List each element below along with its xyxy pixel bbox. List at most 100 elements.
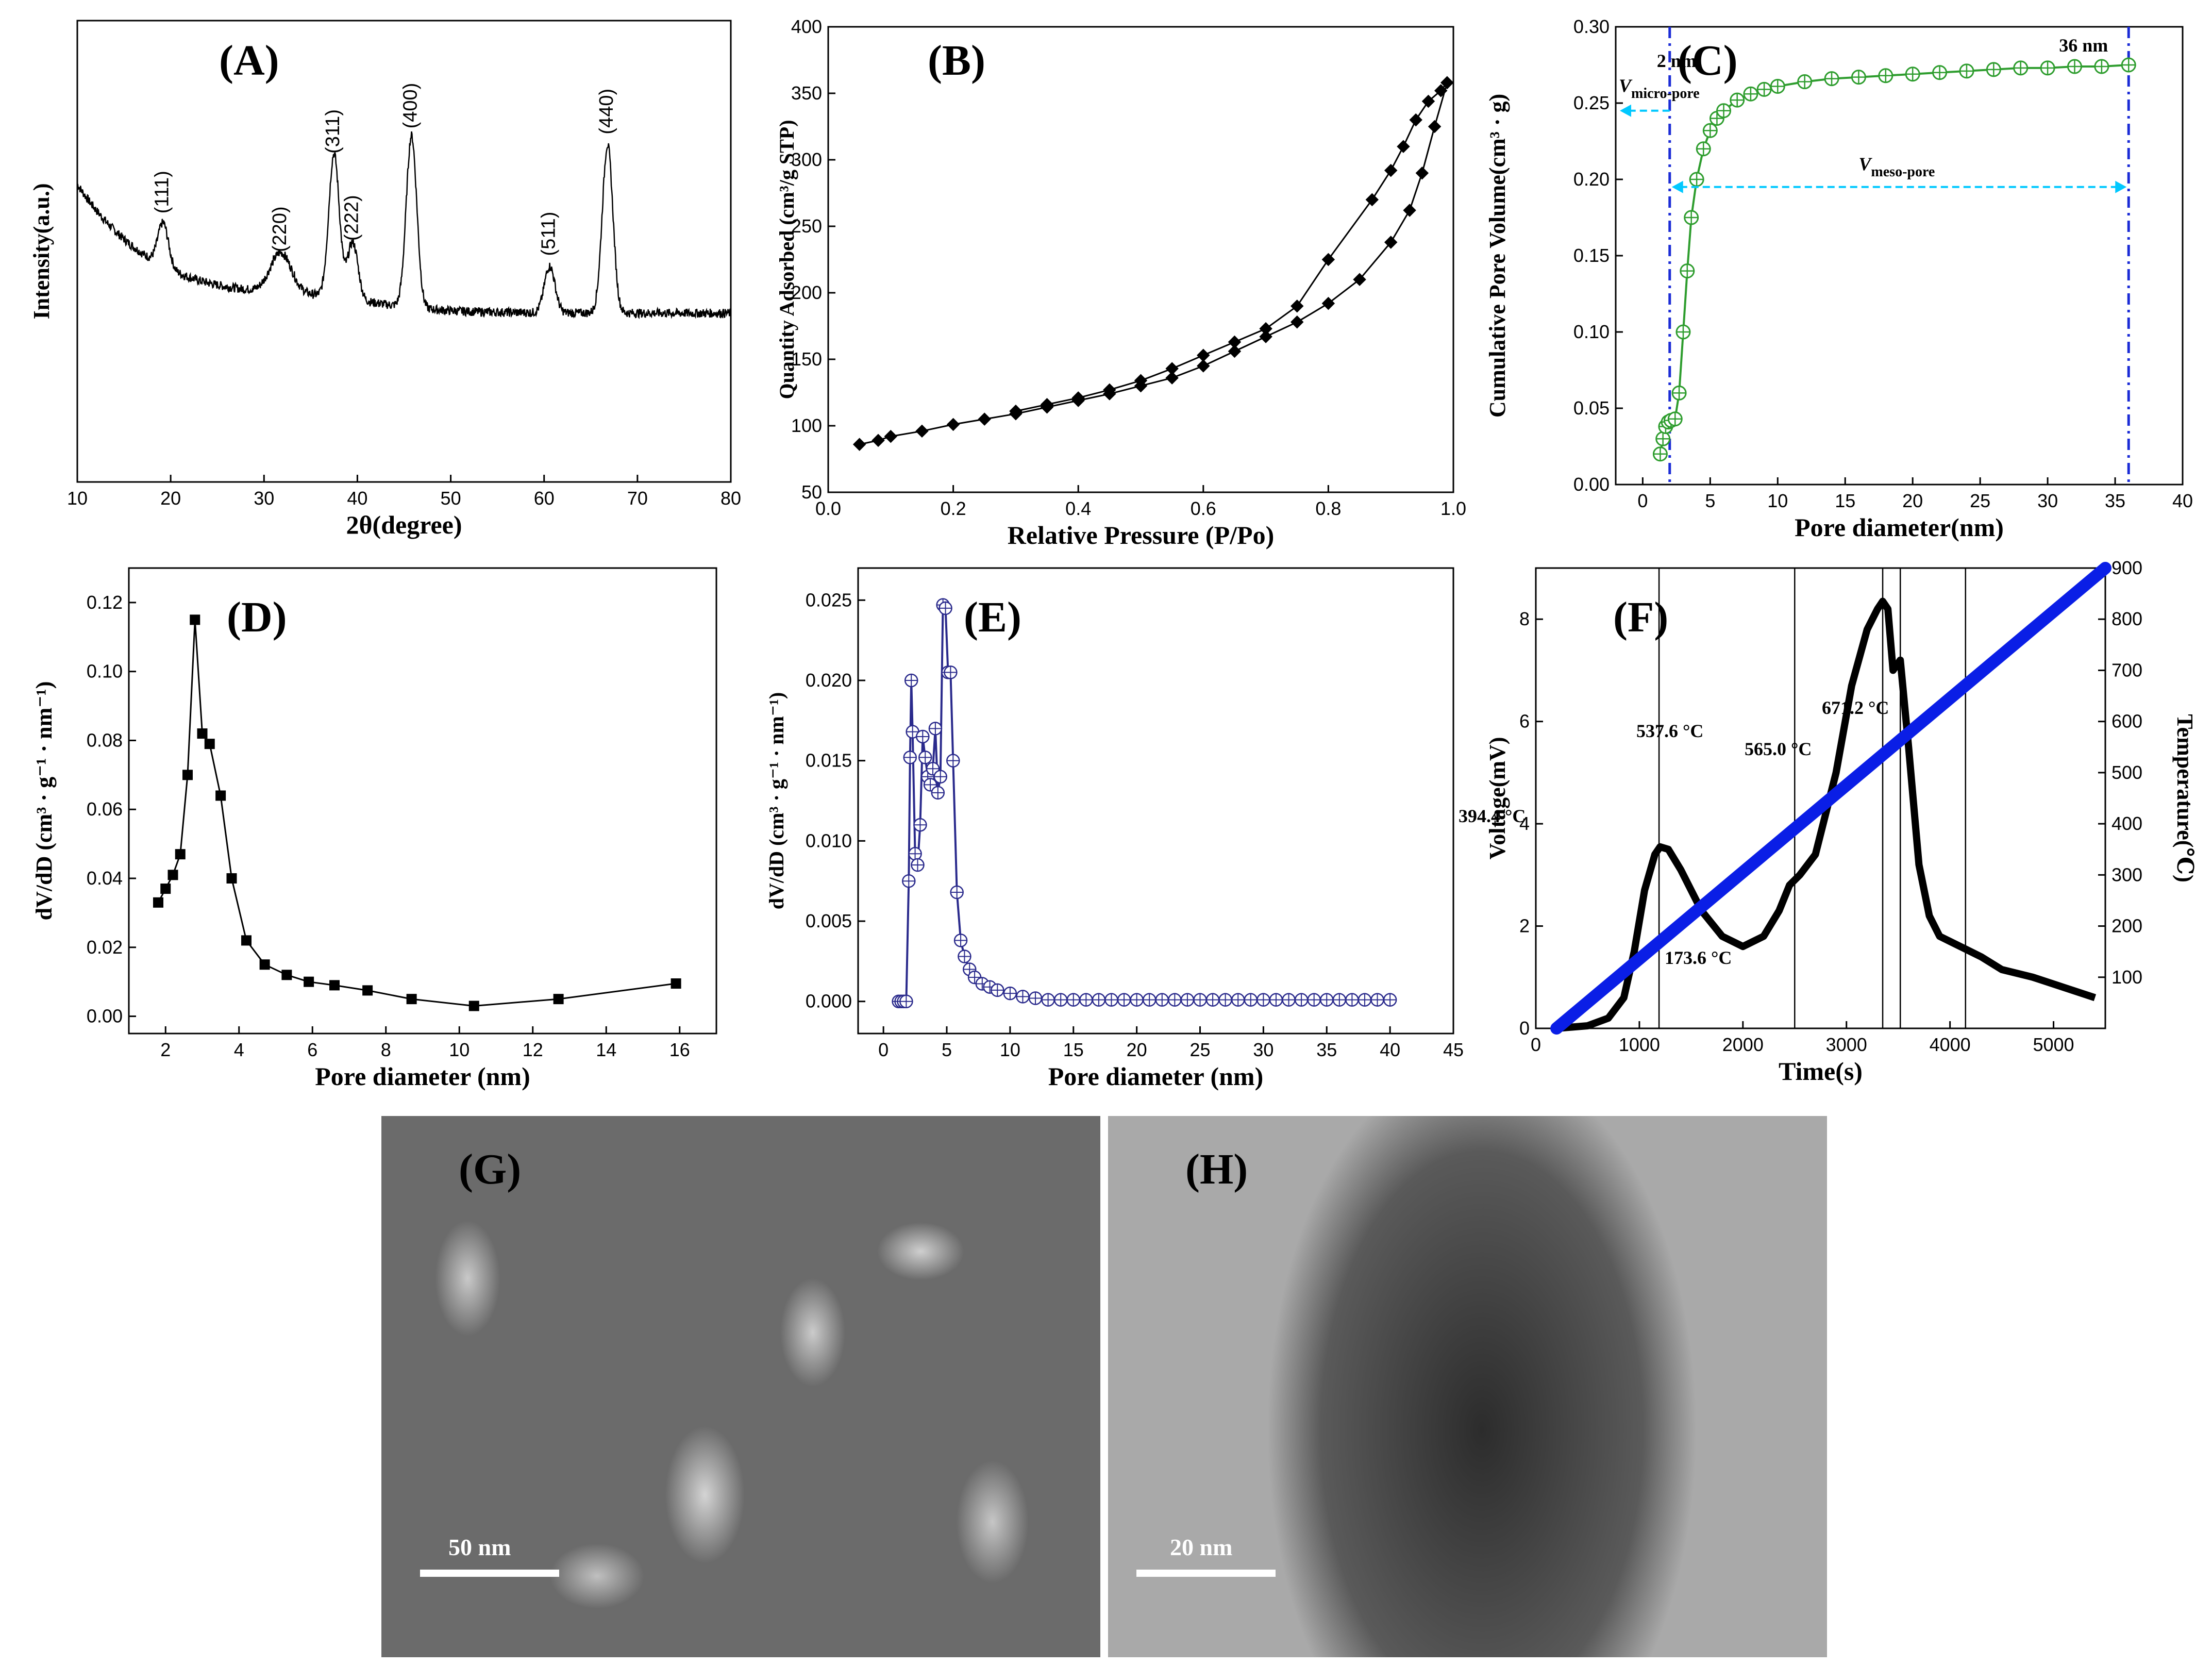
psd-e-point-cross [916, 730, 929, 743]
plot-frame [1615, 26, 2184, 486]
cumulative-point-cross [1697, 142, 1711, 156]
x-tick-label: 0.2 [941, 498, 966, 519]
psd-point [160, 884, 171, 894]
x-axis-label: 2θ(degree) [346, 510, 462, 539]
psd-e-point-cross [1384, 993, 1397, 1006]
x-tick-label: 35 [1316, 1039, 1337, 1060]
psd-e-point-cross [1219, 993, 1232, 1006]
y2-axis-label: Temperature(℃) [2172, 714, 2198, 882]
meso-arrowhead-left [1671, 180, 1683, 193]
x-axis-label: Pore diameter(nm) [1795, 513, 2004, 542]
y2-tick-label: 900 [2112, 557, 2142, 578]
x-axis-label: Time(s) [1779, 1057, 1863, 1086]
y-tick-label: 0.20 [1573, 169, 1610, 190]
psd-point [190, 614, 200, 625]
psd-e-point-cross [947, 754, 960, 767]
y-tick-label: 300 [791, 149, 822, 170]
y-tick-label: 0.25 [1573, 92, 1610, 113]
isotherm-point [1259, 322, 1272, 336]
psd-e-point-cross [950, 886, 963, 898]
psd-point [241, 935, 252, 946]
psd-e-point-cross [926, 762, 939, 775]
plot-frame [1535, 567, 2106, 1029]
psd-point [468, 1001, 479, 1011]
y-tick-label: 0 [1519, 1018, 1530, 1039]
chart-c-cumulative: 0 5 10 15 20 25 30 35 40 0.00 0.05 0.10 0.15 0.20 0.25… [1485, 16, 2193, 542]
peak-label: (311) [322, 109, 344, 154]
y-tick-label: 0.000 [806, 991, 852, 1012]
isotherm-point [1397, 140, 1410, 153]
cumulative-point-cross [1684, 211, 1698, 224]
y-tick-label: 100 [791, 415, 822, 436]
cumulative-point-cross [1680, 264, 1694, 278]
panel-label-d: (D) [227, 593, 287, 641]
psd-e-point-cross [1295, 993, 1308, 1006]
x-tick-label: 40 [347, 488, 367, 509]
x-axis-label: Relative Pressure (P/Po) [1008, 521, 1274, 549]
psd-e-point-cross [1269, 993, 1282, 1006]
y-tick-label: 4 [1519, 813, 1530, 834]
x-tick-label: 25 [1970, 490, 1990, 511]
x-tick-label: 5 [1705, 490, 1715, 511]
panel-label-b: (B) [928, 37, 985, 85]
micro-label: micro-pore [1631, 86, 1700, 102]
chart-f-thermal: 0 1000 2000 3000 4000 5000 0 2 4 6 8 Time(s) Voltage… [1459, 557, 2198, 1086]
temperature-label: 671.2 °C [1822, 697, 1889, 718]
panel-a: 10 20 30 40 50 60 70 80 2θ(degree) Intensity(a.u.… [0, 0, 747, 557]
psd-e-point-cross [1029, 992, 1042, 1005]
y2-tick-label: 600 [2112, 711, 2142, 732]
x-tick-label: 8 [381, 1039, 391, 1060]
cumulative-point-cross [1690, 173, 1704, 186]
y-tick-label: 150 [791, 348, 822, 370]
isotherm-point [872, 434, 885, 447]
panel-label-c: (C) [1678, 37, 1738, 85]
x-tick-label: 30 [2037, 490, 2058, 511]
y-axis-label: dV/dD (cm³ · g⁻¹ · nm⁻¹) [765, 692, 788, 910]
temperature-label: 565.0 °C [1745, 739, 1812, 759]
isotherm-point [1259, 330, 1272, 343]
x-tick-label: 4 [234, 1039, 244, 1060]
meso-arrowhead-right [2115, 180, 2127, 193]
isotherm-point [1165, 371, 1179, 385]
x-tick-label: 80 [720, 488, 741, 509]
cumulative-point-cross [1744, 87, 1757, 101]
psd-e-point-cross [1333, 993, 1346, 1006]
panel-label-g: (G) [459, 1145, 522, 1193]
panel-d: 2 4 6 8 10 12 14 16 0.00 0.02 0.04 0.06 0.08 0.10 0.12… [0, 557, 747, 1113]
psd-e-point-cross [1092, 993, 1105, 1006]
isotherm-point [1321, 253, 1335, 266]
psd-e-point-cross [909, 847, 921, 860]
x-tick-label: 5000 [2033, 1034, 2074, 1055]
psd-point [304, 976, 314, 987]
psd-point [153, 897, 163, 908]
psd-e-point-cross [944, 666, 957, 679]
cumulative-point-cross [2041, 61, 2055, 75]
y2-tick-label: 500 [2112, 762, 2142, 783]
y-tick-label: 250 [791, 215, 822, 237]
isotherm-point [1428, 120, 1442, 134]
x-tick-label: 0.0 [815, 498, 841, 519]
peak-label: (400) [399, 83, 421, 129]
sem-scale-bar [420, 1570, 559, 1577]
psd-e-point-cross [1080, 993, 1093, 1006]
x-tick-label: 35 [2105, 490, 2125, 511]
isotherm-point [1440, 76, 1454, 90]
isotherm-point [852, 438, 866, 451]
x-tick-label: 0.6 [1191, 498, 1216, 519]
y-axis-label: Intensity(a.u.) [29, 183, 54, 319]
psd-point [167, 870, 178, 880]
psd-e-point-cross [1016, 990, 1029, 1003]
x-tick-label: 4000 [1930, 1034, 1971, 1055]
psd-e-point-cross [1118, 993, 1131, 1006]
cumulative-point-cross [1959, 64, 1973, 78]
peak-label: (440) [596, 89, 617, 135]
cumulative-point-cross [1825, 72, 1839, 86]
y-tick-label: 400 [791, 16, 822, 37]
y-axis-label: Cumulative Pore Volume(cm³ · g) [1485, 94, 1510, 418]
psd-e-point-cross [1358, 993, 1371, 1006]
y2-tick-label: 200 [2112, 915, 2142, 937]
psd-e-point-cross [1232, 993, 1245, 1006]
x-tick-label: 0.8 [1315, 498, 1341, 519]
isotherm-point [915, 424, 929, 438]
voltage-curve [1556, 597, 2097, 1032]
